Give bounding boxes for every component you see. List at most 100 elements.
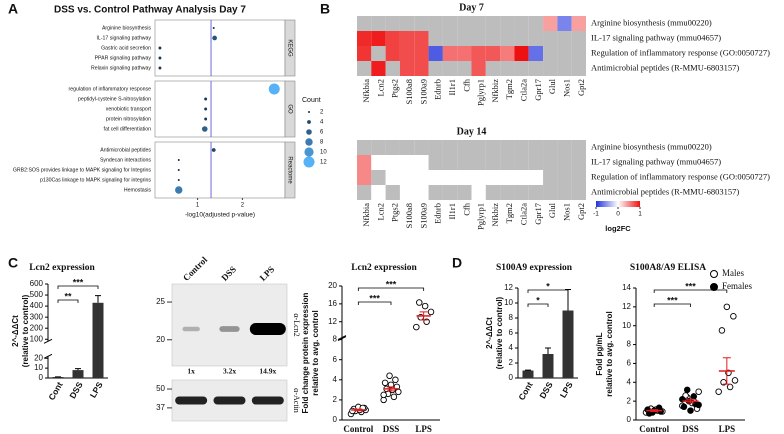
facet-label: KEGG — [286, 39, 292, 57]
column-label: Ednrb — [433, 79, 443, 100]
heatmap-cell — [357, 185, 372, 200]
heatmap-cell — [571, 155, 586, 170]
column-label: Ptgs2 — [390, 79, 400, 98]
heatmap-cell — [571, 61, 586, 76]
heatmap-cell — [442, 61, 458, 76]
x-tick-label: DSS — [67, 380, 85, 400]
heatmap-cell — [485, 140, 501, 155]
column-label: Tgm2 — [504, 79, 514, 99]
heatmap-cell — [500, 185, 515, 200]
heatmap-cell — [428, 31, 443, 46]
heatmap-cell — [428, 170, 443, 185]
y-tick-label: 2 — [627, 396, 632, 405]
category-label: Gastric acid secretion — [101, 45, 151, 51]
heatmap-cell — [385, 185, 400, 200]
lane-label: Control — [181, 254, 210, 283]
data-point — [392, 376, 399, 384]
legend-marker — [710, 283, 718, 291]
y-axis-label: 2^-ΔΔCt — [485, 317, 494, 349]
y-tick-label: 400 — [30, 301, 44, 310]
facet-strip — [284, 19, 296, 77]
y-tick-label: 100 — [30, 334, 44, 343]
heatmap-cell — [385, 170, 400, 185]
heatmap-cell — [457, 155, 472, 170]
heatmap-cell — [357, 16, 372, 31]
dot — [177, 159, 180, 161]
heatmap-cell — [428, 16, 443, 31]
y-tick-label: 0 — [39, 373, 44, 382]
significance-bracket — [57, 299, 79, 303]
heatmap-cell — [471, 185, 486, 200]
x-tick-label: Cont — [46, 380, 64, 402]
marker-label: 50 — [156, 384, 165, 393]
heatmap-cell — [528, 46, 544, 61]
significance-bracket — [357, 301, 392, 305]
bar — [72, 370, 84, 378]
chart-title: DSS vs. Control Pathway Analysis Day 7 — [54, 5, 246, 16]
x-tick-label: DSS — [682, 424, 699, 434]
dot — [204, 117, 208, 121]
dot — [177, 179, 180, 181]
data-point — [695, 388, 702, 395]
legend-label: 4 — [320, 120, 324, 126]
heatmap-cell — [428, 185, 443, 200]
bar — [562, 310, 574, 378]
category-label: Arginine biosynthesis — [102, 25, 151, 31]
heatmap-cell — [428, 61, 443, 76]
x-tick-label: 2 — [241, 203, 245, 209]
y-tick-label: 10 — [504, 298, 513, 307]
heatmap-cell — [371, 16, 386, 31]
x-tick-label: DSS — [537, 380, 555, 400]
heatmap-cell — [500, 155, 515, 170]
column-label: Lcn2 — [375, 79, 385, 96]
lane-label: DSS — [219, 264, 238, 283]
category-label: fat cell differentiation — [104, 126, 152, 132]
data-point — [731, 377, 739, 384]
legend-label: Males — [722, 268, 744, 278]
quantification-label: 1x — [187, 367, 195, 376]
heatmap-cell — [543, 155, 558, 170]
y-axis-label: Fold change protein expression — [301, 292, 310, 413]
panel-label: D — [452, 255, 462, 271]
dot — [211, 148, 216, 152]
heatmap-cell — [485, 170, 501, 185]
heatmap-cell — [457, 16, 472, 31]
facet-frame — [154, 19, 286, 77]
error-bar — [95, 295, 101, 303]
y-tick-label: 0 — [627, 415, 632, 424]
heatmap-cell — [543, 170, 558, 185]
column-label: Gpr17 — [533, 203, 543, 225]
heatmap-cell — [485, 155, 501, 170]
quantification-label: 14.9x — [259, 367, 276, 376]
heatmap-cell — [485, 31, 501, 46]
dot — [158, 66, 162, 70]
heatmap-cell — [442, 170, 458, 185]
panel-label: B — [320, 1, 330, 17]
heatmap-cell — [399, 170, 415, 185]
category-label: Relaxin signaling pathway — [91, 65, 151, 71]
heatmap-cell — [442, 140, 458, 155]
row-label: Antimicrobial peptides (R-MMU-6803157) — [591, 186, 739, 196]
column-label: S100a8 — [404, 79, 414, 105]
y-tick-label: 500 — [30, 290, 44, 299]
legend-label: 6 — [320, 130, 324, 136]
heatmap-cell — [371, 31, 386, 46]
column-label: Cfh — [461, 78, 471, 92]
heatmap-cell — [414, 185, 429, 200]
heatmap-cell — [428, 140, 443, 155]
category-label: Syndecan interactions — [100, 157, 151, 163]
category-label: peptidyl-cysteine S-nitrosylation — [78, 96, 151, 102]
data-point — [715, 388, 722, 395]
heatmap-cell — [514, 46, 529, 61]
heatmap-cell — [543, 61, 558, 76]
y-tick-label: 4 — [627, 377, 632, 386]
heatmap-cell — [514, 61, 529, 76]
legend-label: 2 — [320, 110, 324, 116]
data-point — [683, 386, 691, 394]
sem-bar — [722, 357, 731, 385]
blot-band — [175, 396, 208, 405]
significance-bracket — [57, 285, 99, 289]
data-point — [386, 372, 393, 380]
heatmap-cell — [442, 31, 458, 46]
antibody-label: α-Actin — [292, 388, 301, 413]
